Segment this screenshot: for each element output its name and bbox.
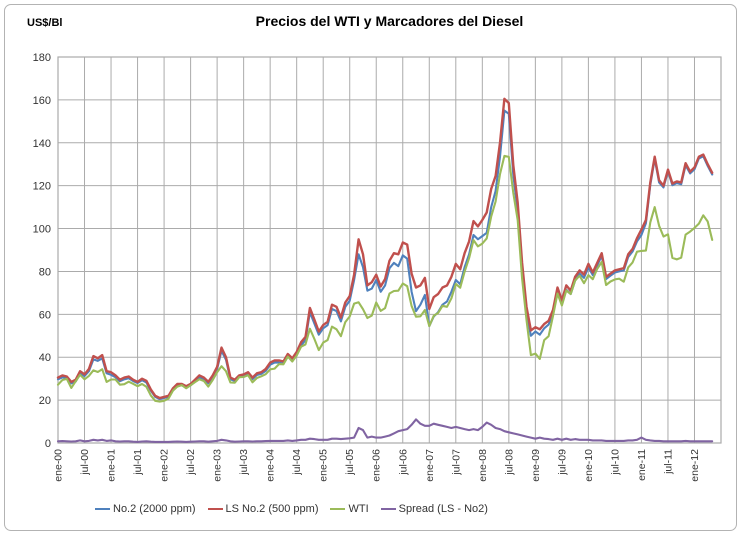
y-tick-label: 40 — [39, 352, 51, 364]
x-tick-label: jul-10 — [609, 449, 621, 476]
legend-item: No.2 (2000 ppm) — [95, 503, 196, 515]
y-tick-label: 180 — [33, 52, 51, 64]
chart-legend: No.2 (2000 ppm) LS No.2 (500 ppm) WTI Sprea… — [95, 503, 488, 515]
x-tick-label: ene-11 — [636, 449, 648, 481]
x-tick-label: ene-06 — [371, 449, 383, 482]
x-tick-label: ene-00 — [53, 449, 65, 482]
x-tick-label: ene-04 — [265, 449, 277, 482]
y-tick-label: 100 — [33, 224, 51, 236]
legend-line-swatch — [380, 508, 396, 510]
series-line-2 — [56, 97, 714, 400]
x-tick-label: ene-01 — [106, 449, 118, 482]
x-tick-label: ene-10 — [583, 449, 595, 482]
series-line-3 — [56, 154, 714, 403]
y-tick-label: 120 — [33, 181, 51, 193]
series-line-4 — [56, 418, 714, 443]
y-tick-label: 80 — [39, 266, 51, 278]
x-tick-label: jul-05 — [344, 449, 356, 476]
x-tick-label: ene-03 — [212, 449, 224, 482]
x-tick-label: ene-09 — [530, 449, 542, 482]
x-tick-label: jul-07 — [450, 449, 462, 476]
y-tick-label: 160 — [33, 95, 51, 107]
x-tick-label: jul-03 — [238, 449, 250, 476]
x-tick-label: jul-00 — [79, 449, 91, 476]
x-tick-label: jul-02 — [185, 449, 197, 476]
x-tick-label: jul-06 — [397, 449, 409, 476]
x-tick-label: jul-04 — [291, 449, 303, 476]
legend-item: LS No.2 (500 ppm) — [207, 503, 319, 515]
series-line-1 — [56, 109, 714, 401]
x-tick-label: jul-08 — [503, 449, 515, 476]
y-tick-label: 60 — [39, 309, 51, 321]
legend-label: Spread (LS - No2) — [398, 503, 488, 515]
x-tick-label: ene-02 — [159, 449, 171, 482]
x-tick-label: ene-12 — [689, 449, 701, 482]
legend-item: WTI — [330, 503, 369, 515]
y-tick-label: 140 — [33, 138, 51, 150]
x-tick-label: ene-07 — [424, 449, 436, 482]
plot-border — [57, 56, 722, 444]
x-tick-label: ene-08 — [477, 449, 489, 482]
x-tick-label: jul-11 — [662, 449, 674, 475]
legend-item: Spread (LS - No2) — [380, 503, 488, 515]
legend-line-swatch — [330, 508, 346, 510]
chart-title: Precios del WTI y Marcadores del Diesel — [255, 13, 524, 29]
x-tick-label: jul-09 — [556, 449, 568, 476]
legend-label: LS No.2 (500 ppm) — [225, 503, 319, 515]
x-tick-label: ene-05 — [318, 449, 330, 482]
legend-line-swatch — [207, 508, 223, 510]
x-tick-label: jul-01 — [132, 449, 144, 476]
legend-line-swatch — [95, 508, 110, 510]
y-tick-label: 20 — [39, 395, 51, 407]
legend-label: WTI — [348, 503, 369, 515]
y-tick-label: 0 — [45, 438, 51, 450]
y-axis-unit-label: US$/Bl — [27, 17, 63, 29]
legend-label: No.2 (2000 ppm) — [113, 503, 196, 515]
